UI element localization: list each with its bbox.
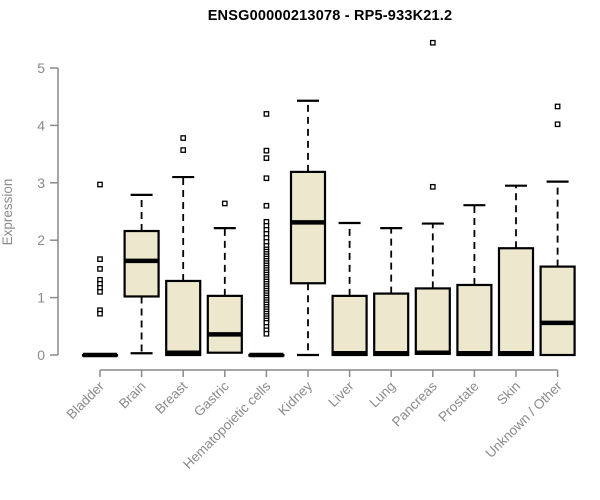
y-tick-label-5: 5	[37, 60, 45, 76]
x-tick-label-liver: Liver	[325, 378, 357, 410]
x-tick-label-prostate: Prostate	[435, 379, 481, 425]
chart-title: ENSG00000213078 - RP5-933K21.2	[207, 8, 453, 24]
x-tick-label-skin: Skin	[494, 379, 523, 408]
box-group-prostate	[456, 204, 493, 357]
box-group-gastric	[206, 200, 243, 354]
outlier-point	[97, 266, 103, 272]
box-iqr	[289, 170, 327, 285]
box-group-lung	[373, 227, 410, 357]
box-iqr	[123, 229, 160, 298]
outlier-point	[263, 111, 270, 117]
outlier-point	[97, 310, 103, 317]
x-tick-label-unknown-other: Unknown / Other	[482, 378, 565, 461]
outlier-point	[554, 121, 561, 128]
box-group-kidney	[289, 99, 327, 357]
y-tick-label-2: 2	[37, 232, 45, 248]
box-iqr	[206, 294, 243, 354]
box-group-bladder	[81, 181, 119, 358]
box-iqr	[373, 292, 410, 357]
y-tick-label-1: 1	[37, 290, 45, 306]
x-tick-label-kidney: Kidney	[275, 378, 315, 418]
box-iqr	[414, 287, 451, 355]
outlier-point	[429, 39, 436, 46]
box-group-breast	[165, 135, 202, 357]
outlier-point	[97, 181, 103, 188]
outlier-point	[97, 256, 103, 262]
outlier-point	[263, 147, 270, 154]
outlier-point	[221, 200, 228, 207]
x-tick-label-lung: Lung	[366, 379, 398, 411]
outlier-point	[263, 175, 270, 182]
box-group-skin	[497, 184, 535, 357]
y-tick-label-0: 0	[37, 347, 45, 363]
box-iqr	[497, 247, 535, 357]
box-iqr	[331, 294, 368, 357]
outlier-point	[180, 147, 187, 153]
outlier-point	[263, 155, 270, 161]
box-iqr	[539, 265, 576, 357]
x-tick-label-pancreas: Pancreas	[389, 378, 440, 429]
y-tick-label-4: 4	[37, 117, 45, 133]
box-group-unknown-other	[539, 103, 576, 357]
outlier-point	[263, 202, 270, 209]
box-group-liver	[331, 221, 368, 357]
box-group-hematopoietic-cells	[248, 111, 285, 358]
x-tick-label-breast: Breast	[152, 378, 190, 416]
box-group-pancreas	[414, 39, 451, 355]
outlier-point	[429, 183, 436, 190]
box-iqr	[456, 283, 493, 357]
outlier-point	[554, 103, 561, 110]
outlier-point	[97, 289, 103, 295]
x-tick-label-brain: Brain	[116, 379, 149, 412]
x-tick-label-gastric: Gastric	[191, 378, 232, 419]
box-iqr	[165, 279, 202, 357]
x-tick-label-bladder: Bladder	[64, 378, 108, 422]
box-group-brain	[123, 193, 160, 355]
outlier-point	[263, 330, 270, 337]
outlier-point	[180, 135, 187, 141]
y-tick-label-3: 3	[37, 175, 45, 191]
